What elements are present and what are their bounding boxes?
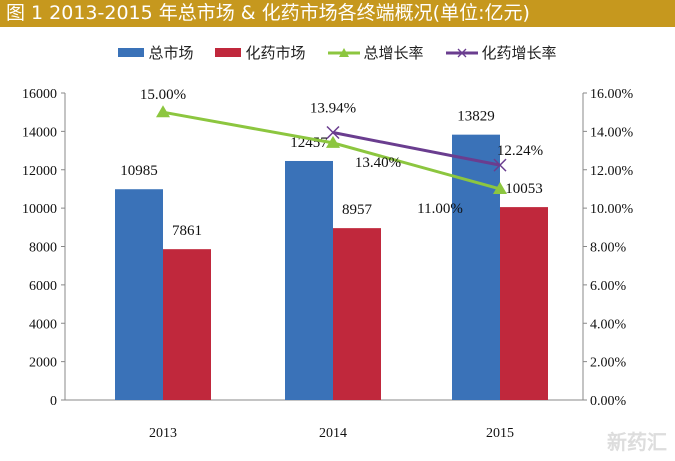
- bar-data-label: 7861: [172, 223, 202, 239]
- legend-item: 总市场: [118, 42, 193, 63]
- bar-化药市场: [500, 207, 548, 400]
- legend-line-icon: [327, 47, 360, 57]
- x-tick-label: 2015: [486, 426, 514, 441]
- bar-总市场: [115, 189, 163, 400]
- legend-label: 化药市场: [245, 44, 306, 62]
- legend-item: 化药增长率: [445, 42, 557, 63]
- legend-label: 化药增长率: [481, 44, 557, 62]
- right-tick-label: 14.00%: [590, 125, 634, 140]
- right-tick-label: 10.00%: [590, 202, 634, 217]
- line-data-label: 13.94%: [310, 101, 356, 117]
- right-tick-label: 16.00%: [590, 87, 634, 102]
- line-data-label: 15.00%: [140, 87, 186, 103]
- chart-title: 图 1 2013-2015 年总市场 & 化药市场各终端概况(单位:亿元): [0, 0, 675, 27]
- right-tick-label: 8.00%: [590, 241, 627, 256]
- right-tick-label: 2.00%: [590, 356, 627, 371]
- left-tick-label: 10000: [22, 202, 57, 217]
- left-tick-label: 0: [50, 394, 57, 409]
- legend-label: 总市场: [148, 44, 194, 62]
- legend-item: 总增长率: [327, 42, 424, 63]
- left-tick-label: 4000: [29, 317, 57, 332]
- x-marker: [326, 125, 340, 140]
- x-tick-label: 2014: [319, 426, 347, 441]
- left-tick-label: 14000: [22, 125, 57, 140]
- right-tick-label: 6.00%: [590, 279, 627, 294]
- legend-swatch: [118, 48, 145, 57]
- watermark-logo: 新药汇: [607, 430, 667, 454]
- right-tick-label: 0.00%: [590, 394, 627, 409]
- triangle-marker: [493, 181, 507, 194]
- line-化药增长率: [332, 131, 501, 167]
- x-tick-label: 2013: [149, 426, 177, 441]
- bar-化药市场: [163, 249, 211, 400]
- line-data-label: 11.00%: [417, 201, 463, 217]
- legend-item: 化药市场: [215, 42, 306, 63]
- legend: 总市场 化药市场 总增长率 化药增长率: [0, 42, 675, 63]
- bar-data-label: 13829: [457, 109, 495, 125]
- line-data-label: 13.40%: [355, 155, 401, 171]
- legend-label: 总增长率: [363, 44, 424, 62]
- bar-data-label: 8957: [342, 202, 373, 218]
- line-data-label: 12.24%: [497, 143, 543, 159]
- triangle-marker: [156, 105, 170, 118]
- x-marker: [493, 158, 507, 172]
- left-tick-label: 6000: [29, 279, 57, 294]
- left-tick-label: 12000: [22, 164, 57, 179]
- bar-总市场: [452, 134, 500, 400]
- right-tick-label: 12.00%: [590, 164, 634, 179]
- left-tick-label: 8000: [29, 241, 57, 256]
- bar-总市场: [285, 160, 333, 400]
- left-tick-label: 16000: [22, 87, 57, 102]
- bar-化药市场: [333, 228, 381, 400]
- legend-line-icon: [445, 48, 478, 57]
- bar-data-label: 10053: [505, 181, 543, 197]
- legend-swatch: [215, 48, 242, 57]
- triangle-marker: [326, 135, 340, 148]
- bar-data-label: 10985: [120, 163, 158, 179]
- left-tick-label: 2000: [29, 356, 57, 371]
- right-tick-label: 4.00%: [590, 317, 627, 332]
